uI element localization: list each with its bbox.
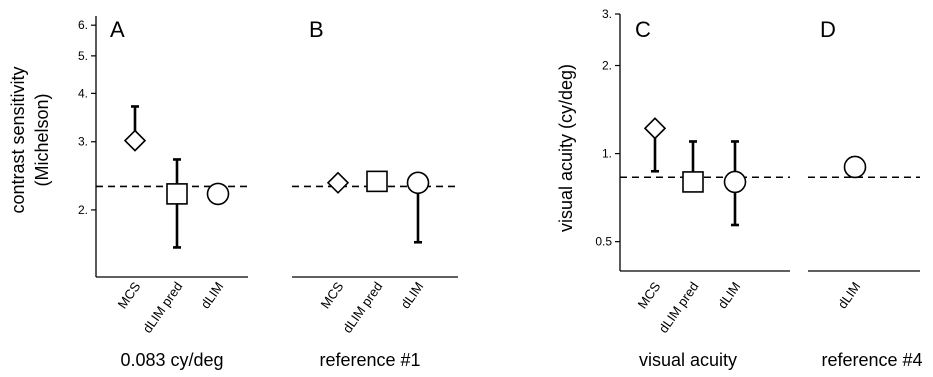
panel-b-category-label: dLIM pred [340,279,386,336]
panel-c-ylabel: visual acuity (cy/deg) [556,64,576,232]
panel-d-xlabel: reference #4 [821,350,922,370]
panel-b-xlabel: reference #1 [319,350,420,370]
panel-a-ylabel: contrast sensitivity [8,66,28,213]
panel-b-marker-dlim-pred [366,170,388,193]
panel-a-ytick-label: 3. [78,135,88,149]
panel-a-ylabel: (Michelson) [32,93,52,186]
panel-a-ytick-label: 6. [78,18,88,32]
panel-c-ytick-label: 3. [602,7,612,21]
panel-c-letter: C [635,17,651,42]
panel-b-category-label: dLIM [398,279,427,311]
panel-a-ytick-label: 5. [78,49,88,63]
panel-c-category-label: dLIM [715,279,744,311]
panel-a-marker-dlim-pred [166,183,188,205]
panel-d-marker-dlim [843,155,867,179]
panel-d-category-label: dLIM [835,279,864,311]
panel-c-marker-dlim-pred [682,171,704,193]
panel-a-marker-mcs [123,129,147,152]
panel-b-marker-mcs [326,171,350,194]
panel-c-ytick-label: 2. [602,59,612,73]
panel-a-letter: A [110,17,125,42]
panel-b-letter: B [309,17,324,42]
panel-c-xlabel: visual acuity [639,350,737,370]
panel-c-marker-mcs [643,117,667,140]
panel-d-letter: D [820,17,836,42]
panel-a-ytick-label: 4. [78,86,88,100]
panel-a-category-label: dLIM pred [140,279,186,336]
panel-a-category-label: MCS [115,279,144,312]
panel-b-category-label: MCS [318,279,347,312]
panel-a-xlabel: 0.083 cy/deg [120,350,223,370]
panel-a-category-label: dLIM [198,279,227,311]
panel-a-marker-dlim [206,182,230,206]
panel-a-ytick-label: 2. [78,203,88,217]
panel-c-category-label: MCS [635,279,664,312]
panel-c-ytick-label: 0.5 [595,235,612,249]
panel-b-marker-dlim [406,171,430,195]
panel-c-marker-dlim [723,170,747,194]
panel-c-ytick-label: 1. [602,147,612,161]
